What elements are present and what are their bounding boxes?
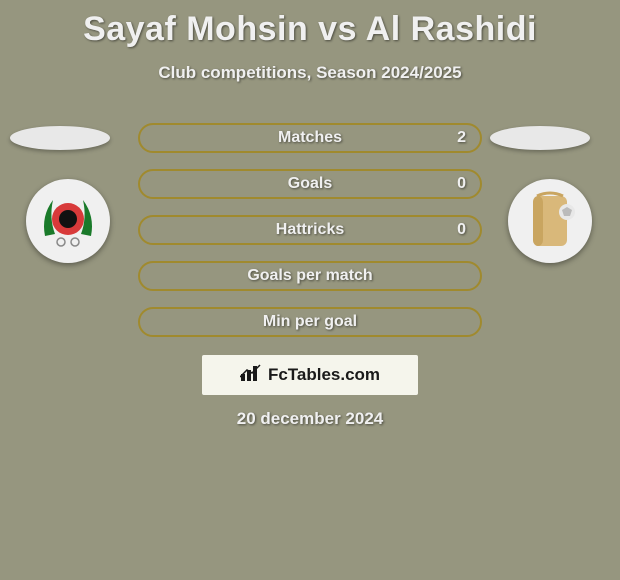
bar-chart-icon bbox=[240, 364, 262, 387]
stat-row: Hattricks 0 bbox=[138, 215, 482, 245]
brand-badge: FcTables.com bbox=[202, 355, 418, 395]
club-badge-right bbox=[508, 179, 592, 263]
stat-pill: Goals per match bbox=[138, 261, 482, 291]
stat-value-right: 2 bbox=[457, 129, 466, 147]
stat-value-right: 0 bbox=[457, 221, 466, 239]
stat-pill: Hattricks 0 bbox=[138, 215, 482, 245]
stat-pill: Goals 0 bbox=[138, 169, 482, 199]
page-title: Sayaf Mohsin vs Al Rashidi bbox=[0, 0, 620, 49]
stat-label: Goals bbox=[288, 175, 332, 193]
stat-label: Matches bbox=[278, 129, 342, 147]
stat-pill: Matches 2 bbox=[138, 123, 482, 153]
player-left-oval bbox=[10, 126, 110, 150]
club-crest-right-icon bbox=[515, 186, 585, 256]
date-label: 20 december 2024 bbox=[237, 409, 384, 429]
page-subtitle: Club competitions, Season 2024/2025 bbox=[0, 63, 620, 83]
club-crest-left-icon bbox=[33, 186, 103, 256]
stat-value-right: 0 bbox=[457, 175, 466, 193]
stat-row: Goals 0 bbox=[138, 169, 482, 199]
stat-row: Matches 2 bbox=[138, 123, 482, 153]
club-badge-left bbox=[26, 179, 110, 263]
stat-label: Goals per match bbox=[247, 267, 372, 285]
stat-label: Hattricks bbox=[276, 221, 344, 239]
stat-pill: Min per goal bbox=[138, 307, 482, 337]
player-right-oval bbox=[490, 126, 590, 150]
stat-row: Min per goal bbox=[138, 307, 482, 337]
brand-label: FcTables.com bbox=[268, 365, 380, 385]
stat-row: Goals per match bbox=[138, 261, 482, 291]
stat-label: Min per goal bbox=[263, 313, 357, 331]
